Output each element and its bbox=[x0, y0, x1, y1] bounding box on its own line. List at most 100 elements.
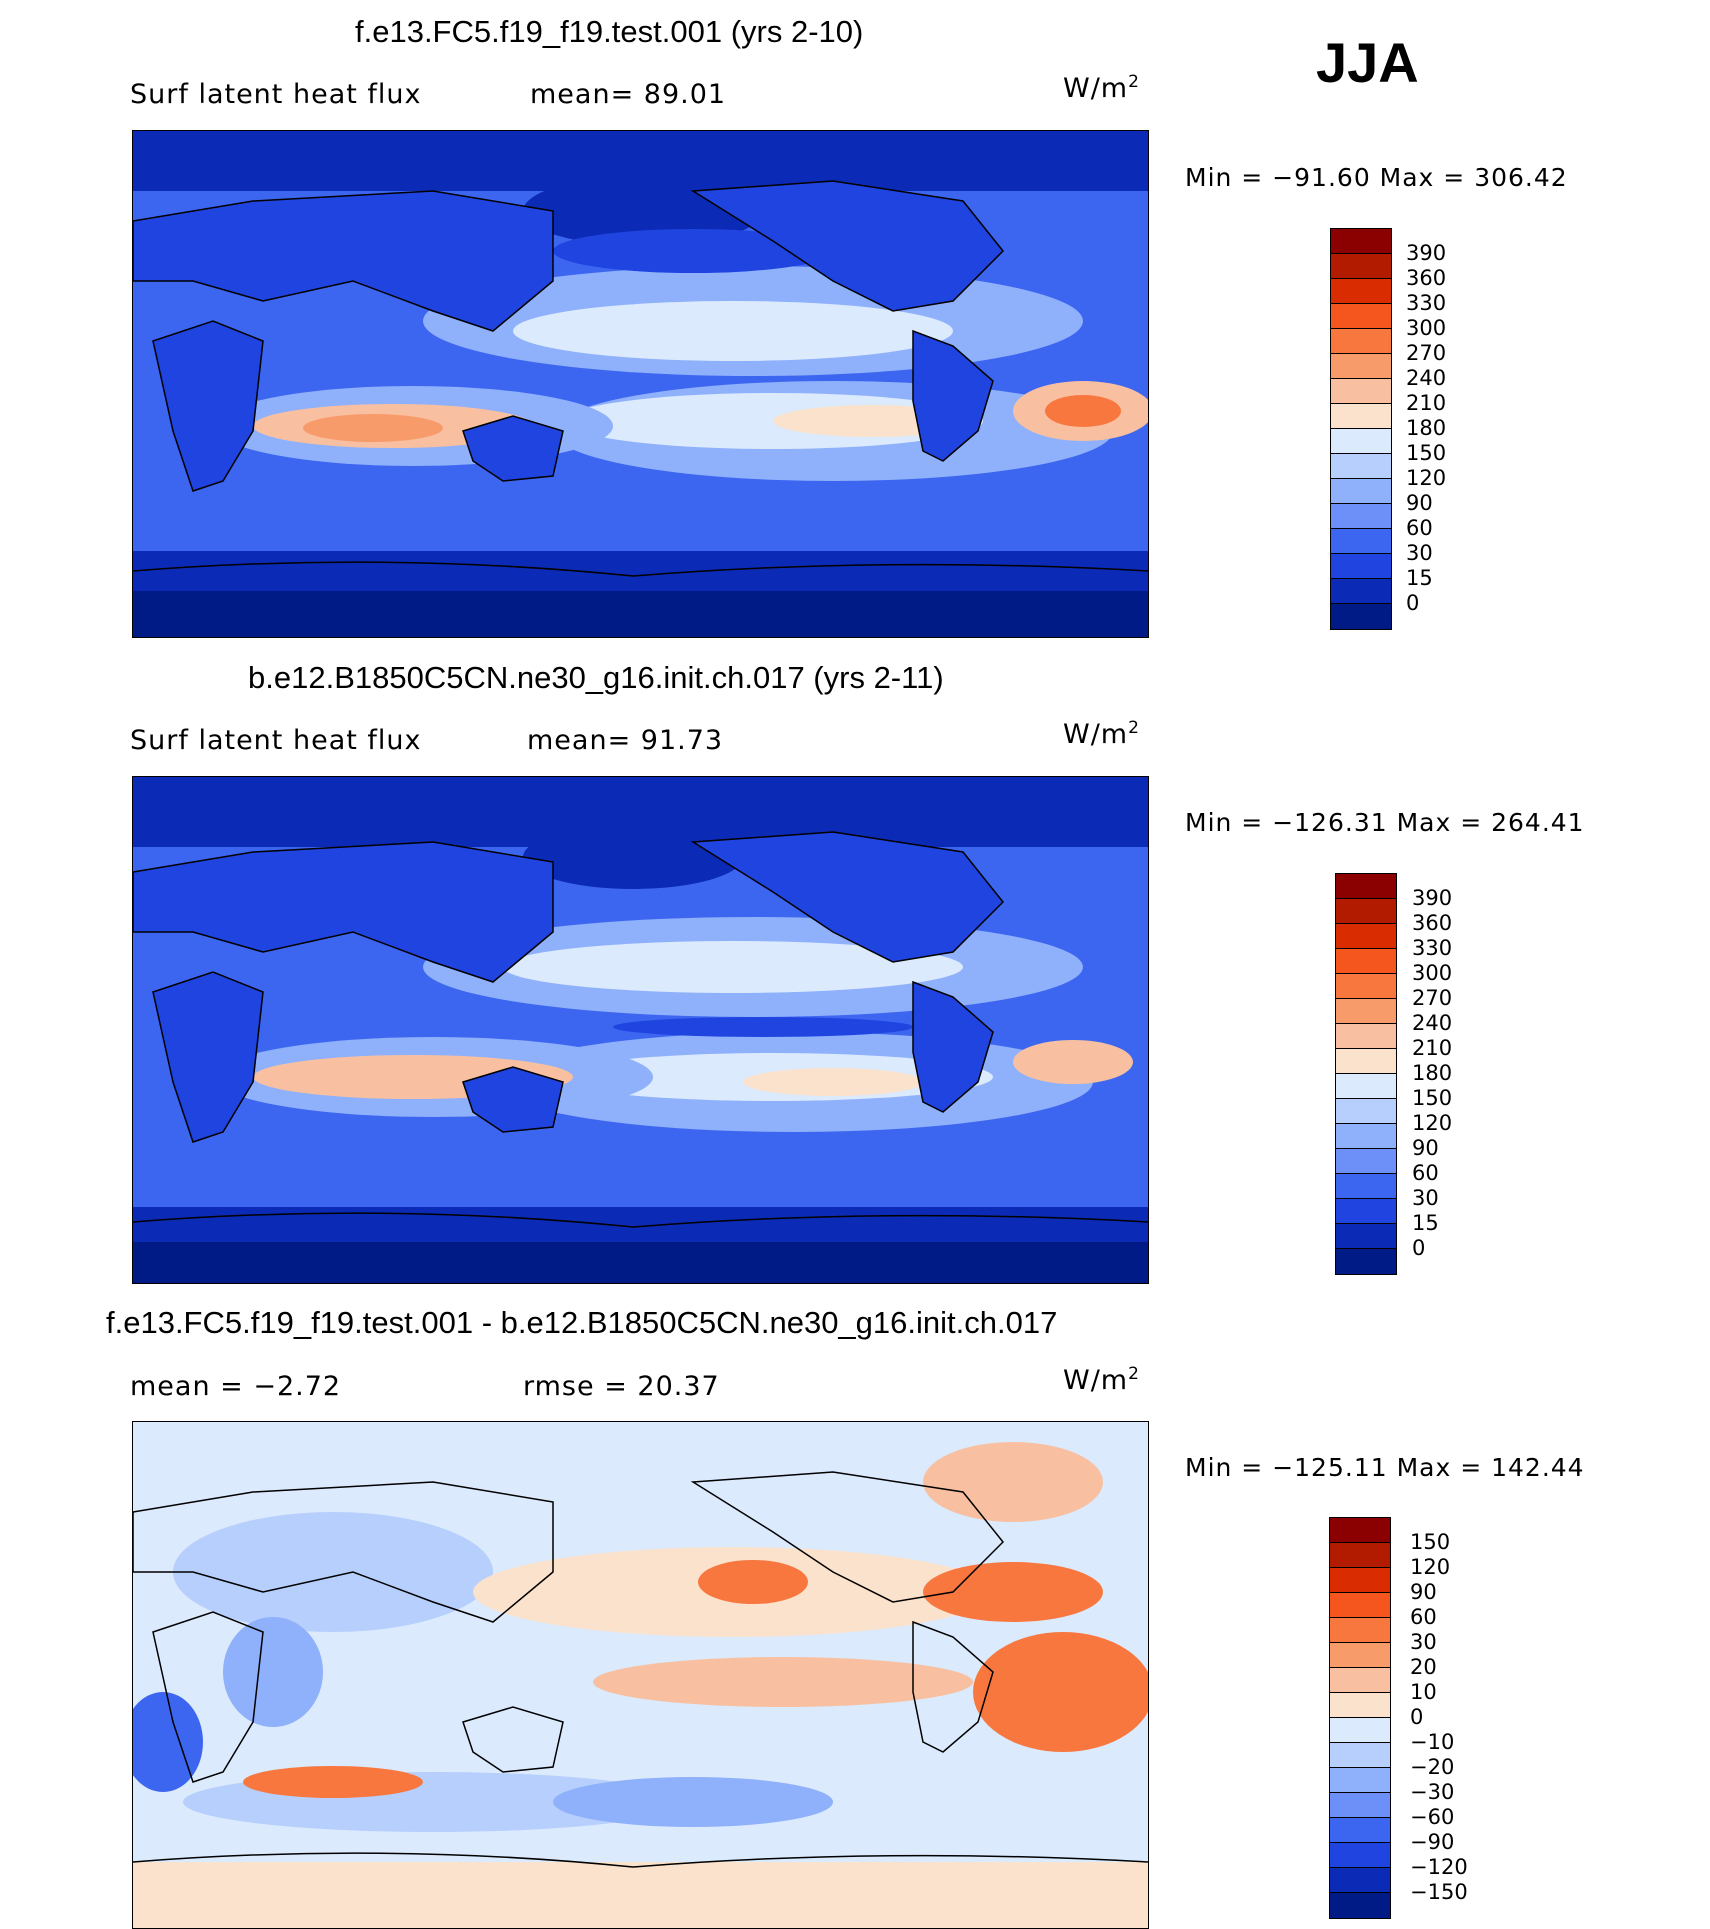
panel3-colorbar-tick-label: 10 bbox=[1410, 1680, 1437, 1704]
panel1-colorbar-box bbox=[1331, 254, 1391, 279]
panel1-colorbar-box bbox=[1331, 354, 1391, 379]
panel3-colorbar-tick-label: −90 bbox=[1410, 1830, 1455, 1854]
panel3-units: W/m2 bbox=[1063, 1364, 1140, 1396]
panel1-colorbar-tick-label: 390 bbox=[1406, 241, 1447, 265]
panel3-colorbar-tick-label: −30 bbox=[1410, 1780, 1455, 1804]
panel3-colorbar-tick-label: 90 bbox=[1410, 1580, 1437, 1604]
panel2-colorbar-box bbox=[1336, 1224, 1396, 1249]
panel1-colorbar-tick-label: 300 bbox=[1406, 316, 1447, 340]
panel3-colorbar-box bbox=[1330, 1618, 1390, 1643]
panel3-colorbar-box bbox=[1330, 1693, 1390, 1718]
panel2-colorbar-box bbox=[1336, 874, 1396, 899]
panel1-colorbar-box bbox=[1331, 504, 1391, 529]
panel1-colorbar bbox=[1330, 228, 1392, 630]
panel2-colorbar-box bbox=[1336, 999, 1396, 1024]
panel3-colorbar-tick-label: 150 bbox=[1410, 1530, 1451, 1554]
panel1-colorbar-tick-label: 150 bbox=[1406, 441, 1447, 465]
panel2-map bbox=[132, 776, 1149, 1284]
panel2-variable: Surf latent heat flux bbox=[130, 725, 422, 756]
panel1-colorbar-box bbox=[1331, 304, 1391, 329]
panel3-colorbar-tick-label: −20 bbox=[1410, 1755, 1455, 1779]
panel3-colorbar-tick-label: −60 bbox=[1410, 1805, 1455, 1829]
panel1-colorbar-box bbox=[1331, 579, 1391, 604]
panel3-colorbar-box bbox=[1330, 1793, 1390, 1818]
panel1-map-field bbox=[133, 131, 1148, 637]
panel1-colorbar-tick-label: 90 bbox=[1406, 491, 1433, 515]
panel1-mean: mean= 89.01 bbox=[530, 79, 727, 110]
panel1-colorbar-box bbox=[1331, 404, 1391, 429]
panel2-colorbar-tick-label: 60 bbox=[1412, 1161, 1439, 1185]
panel3-colorbar-box bbox=[1330, 1843, 1390, 1868]
panel1-colorbar-box bbox=[1331, 429, 1391, 454]
panel2-colorbar-box bbox=[1336, 1174, 1396, 1199]
panel1-map bbox=[132, 130, 1149, 638]
panel1-colorbar-box bbox=[1331, 554, 1391, 579]
panel1-units: W/m2 bbox=[1063, 72, 1140, 104]
panel1-colorbar-box bbox=[1331, 529, 1391, 554]
panel2-colorbar-box bbox=[1336, 1249, 1396, 1274]
panel3-colorbar-box bbox=[1330, 1593, 1390, 1618]
panel2-colorbar-tick-label: 180 bbox=[1412, 1061, 1453, 1085]
panel3-colorbar-box bbox=[1330, 1868, 1390, 1893]
panel1-colorbar-tick-label: 360 bbox=[1406, 266, 1447, 290]
panel3-colorbar-tick-label: 120 bbox=[1410, 1555, 1451, 1579]
panel3-colorbar-box bbox=[1330, 1668, 1390, 1693]
panel3-colorbar-box bbox=[1330, 1743, 1390, 1768]
panel3-colorbar-box bbox=[1330, 1518, 1390, 1543]
panel3-map bbox=[132, 1421, 1149, 1929]
panel2-colorbar-box bbox=[1336, 974, 1396, 999]
panel2-units: W/m2 bbox=[1063, 718, 1140, 750]
panel3-colorbar-tick-label: −120 bbox=[1410, 1855, 1468, 1879]
panel1-colorbar-tick-label: 270 bbox=[1406, 341, 1447, 365]
panel2-colorbar-tick-label: 30 bbox=[1412, 1186, 1439, 1210]
panel1-variable: Surf latent heat flux bbox=[130, 79, 422, 110]
panel1-title: f.e13.FC5.f19_f19.test.001 (yrs 2-10) bbox=[355, 14, 864, 49]
panel3-colorbar-box bbox=[1330, 1568, 1390, 1593]
panel3-mean: mean = −2.72 bbox=[130, 1371, 342, 1402]
panel2-mean: mean= 91.73 bbox=[527, 725, 724, 756]
panel3-colorbar-box bbox=[1330, 1818, 1390, 1843]
panel3-colorbar-tick-label: 60 bbox=[1410, 1605, 1437, 1629]
panel2-map-field bbox=[133, 777, 1148, 1283]
panel2-colorbar-tick-label: 270 bbox=[1412, 986, 1453, 1010]
panel1-colorbar-box bbox=[1331, 604, 1391, 629]
panel2-colorbar-box bbox=[1336, 1149, 1396, 1174]
panel3-title: f.e13.FC5.f19_f19.test.001 - b.e12.B1850… bbox=[106, 1305, 1058, 1340]
panel2-colorbar-box bbox=[1336, 1099, 1396, 1124]
panel1-colorbar-tick-label: 240 bbox=[1406, 366, 1447, 390]
panel3-colorbar-box bbox=[1330, 1768, 1390, 1793]
panel1-colorbar-box bbox=[1331, 454, 1391, 479]
panel2-colorbar-tick-label: 390 bbox=[1412, 886, 1453, 910]
panel2-colorbar bbox=[1335, 873, 1397, 1275]
panel1-colorbar-tick-label: 120 bbox=[1406, 466, 1447, 490]
panel3-colorbar-box bbox=[1330, 1543, 1390, 1568]
panel2-colorbar-tick-label: 90 bbox=[1412, 1136, 1439, 1160]
panel2-colorbar-box bbox=[1336, 949, 1396, 974]
panel3-colorbar-box bbox=[1330, 1893, 1390, 1918]
season-label: JJA bbox=[1316, 31, 1419, 94]
panel1-colorbar-tick-label: 330 bbox=[1406, 291, 1447, 315]
panel1-colorbar-box bbox=[1331, 329, 1391, 354]
panel2-colorbar-box bbox=[1336, 1024, 1396, 1049]
panel3-colorbar bbox=[1329, 1517, 1391, 1919]
panel1-colorbar-box bbox=[1331, 279, 1391, 304]
panel1-colorbar-tick-label: 60 bbox=[1406, 516, 1433, 540]
panel2-colorbar-tick-label: 15 bbox=[1412, 1211, 1439, 1235]
panel3-min-max: Min = −125.11 Max = 142.44 bbox=[1185, 1453, 1585, 1482]
panel2-colorbar-box bbox=[1336, 1124, 1396, 1149]
panel2-colorbar-tick-label: 360 bbox=[1412, 911, 1453, 935]
panel2-colorbar-tick-label: 0 bbox=[1412, 1236, 1426, 1260]
panel2-colorbar-box bbox=[1336, 899, 1396, 924]
panel1-colorbar-box bbox=[1331, 229, 1391, 254]
panel3-map-field bbox=[133, 1422, 1148, 1928]
panel3-colorbar-tick-label: 20 bbox=[1410, 1655, 1437, 1679]
panel2-colorbar-box bbox=[1336, 924, 1396, 949]
panel1-colorbar-tick-label: 0 bbox=[1406, 591, 1420, 615]
panel3-colorbar-tick-label: 30 bbox=[1410, 1630, 1437, 1654]
panel2-colorbar-tick-label: 210 bbox=[1412, 1036, 1453, 1060]
panel2-colorbar-box bbox=[1336, 1074, 1396, 1099]
panel2-colorbar-tick-label: 120 bbox=[1412, 1111, 1453, 1135]
panel1-colorbar-tick-label: 180 bbox=[1406, 416, 1447, 440]
panel2-min-max: Min = −126.31 Max = 264.41 bbox=[1185, 808, 1585, 837]
panel2-colorbar-tick-label: 330 bbox=[1412, 936, 1453, 960]
